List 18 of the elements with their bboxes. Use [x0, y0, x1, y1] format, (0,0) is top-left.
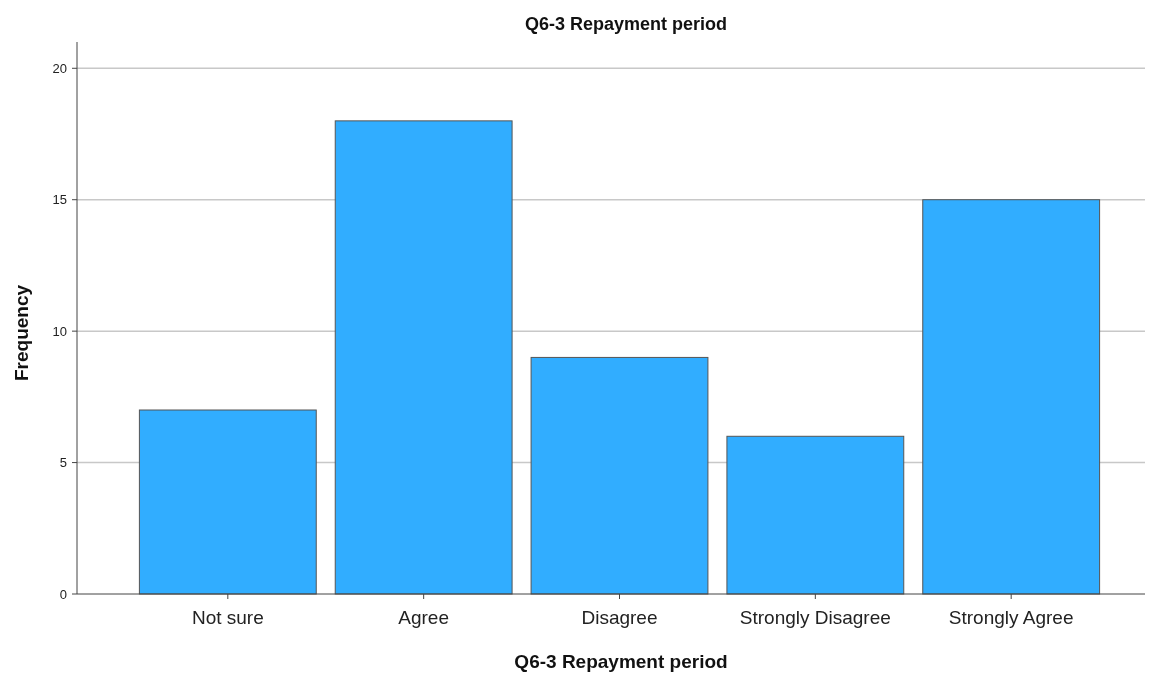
x-tick-label: Not sure [191, 607, 264, 628]
y-tick-label: 20 [52, 60, 67, 76]
x-axis-title: Q6-3 Repayment period [514, 651, 728, 672]
y-tick-label: 5 [59, 455, 67, 471]
bar [334, 120, 513, 595]
y-tick-label: 0 [59, 586, 67, 602]
bar [530, 356, 709, 595]
x-tick-label: Disagree [581, 607, 658, 628]
y-tick-label: 15 [52, 192, 67, 208]
bar [138, 409, 317, 595]
x-tick-label: Strongly Agree [948, 607, 1074, 628]
x-tick-label: Agree [398, 607, 450, 628]
chart-title: Q6-3 Repayment period [524, 14, 728, 34]
bar [922, 199, 1101, 595]
y-tick-label: 10 [52, 323, 67, 339]
y-axis-title: Frequency [11, 284, 32, 382]
bar [726, 435, 905, 595]
x-tick-label: Strongly Disagree [739, 607, 891, 628]
